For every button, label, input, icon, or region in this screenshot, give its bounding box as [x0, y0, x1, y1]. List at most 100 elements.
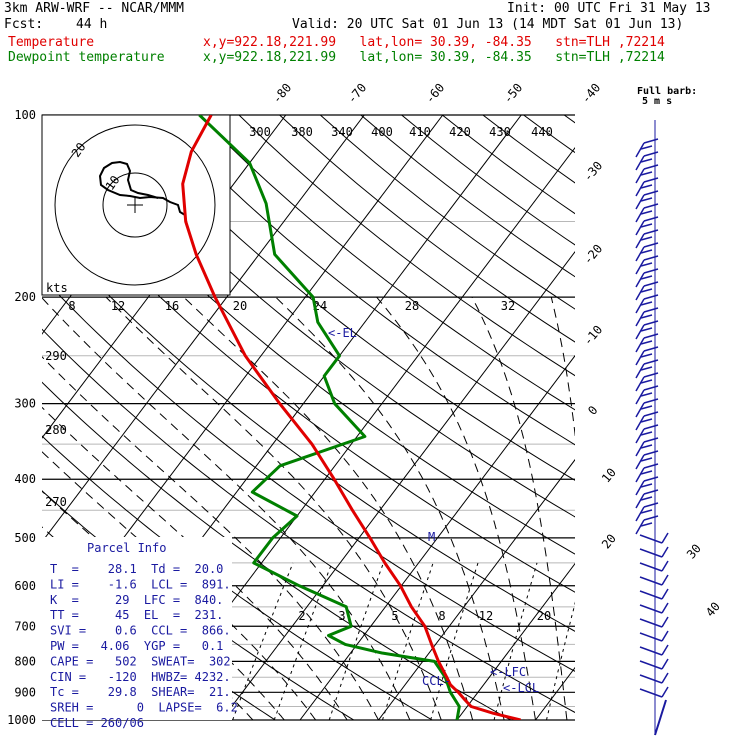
- wind-barb: [635, 281, 659, 301]
- wind-barb: [635, 450, 659, 470]
- mixing-ratio-label: 16: [165, 299, 179, 313]
- wind-barb: [635, 411, 659, 431]
- theta-label: 340: [331, 125, 353, 139]
- wind-barb-lower: [639, 574, 669, 586]
- wind-key-line1: Full barb:: [637, 86, 697, 97]
- wind-barb: [635, 164, 659, 184]
- mixing-ratio-line: [430, 562, 479, 720]
- dry-adiabat: [482, 115, 575, 184]
- wind-barb: [635, 242, 659, 262]
- parcel-info-row: K = 29 LFC = 840.: [50, 593, 223, 607]
- mixing-ratio-label: 12: [111, 299, 125, 313]
- hodograph-ring-20: [54, 124, 216, 286]
- mixing-ratio-low-label: 5: [391, 609, 398, 623]
- moist-adiabat: [42, 490, 285, 720]
- wind-barb-lower: [639, 630, 669, 642]
- pressure-label-900: 900: [14, 685, 36, 699]
- isotherm-label: 10: [599, 465, 619, 485]
- wind-barb: [635, 190, 659, 210]
- wind-barb-surface: [654, 699, 667, 736]
- wind-barb: [635, 346, 659, 366]
- wind-barb: [635, 463, 659, 483]
- dry-adiabat: [441, 115, 575, 215]
- wind-barb-lower: [639, 546, 669, 558]
- pressure-label-800: 800: [14, 654, 36, 668]
- isotherm-label: 20: [599, 531, 619, 551]
- dry-adiabat: [157, 115, 575, 446]
- dry-adiabat: [42, 328, 575, 713]
- level-markers: <-EL M <-LFC <-LCL CCL-: [328, 326, 539, 695]
- wind-barb: [635, 424, 659, 444]
- moist-adiabat: [42, 406, 348, 720]
- wind-barb-lower: [639, 672, 669, 684]
- wind-barb-lower: [639, 644, 669, 656]
- wind-barb: [635, 138, 659, 158]
- wind-barb: [635, 307, 659, 327]
- wind-barb: [635, 229, 659, 249]
- mixing-ratio-low-label: 8: [438, 609, 445, 623]
- moist-adiabat: [275, 296, 505, 720]
- mixing-ratio-line: [493, 562, 538, 720]
- parcel-info-row: SREH = 0 LAPSE= 6.2: [50, 701, 238, 715]
- parcel-info-row: SVI = 0.6 CCL = 866.: [50, 624, 231, 638]
- pressure-label-400: 400: [14, 472, 36, 486]
- model-title: 3km ARW-WRF -- NCAR/MMM: [4, 1, 185, 16]
- forecast-hour: 44 h: [76, 17, 108, 32]
- dewpoint-legend: Dewpoint temperature: [8, 50, 165, 65]
- dry-adiabat: [42, 121, 575, 555]
- hodograph-ring-label-20: 20: [69, 140, 89, 160]
- pressure-label-500: 500: [14, 531, 36, 545]
- dry-adiabat: [646, 115, 740, 720]
- parcel-info-row: Tc = 29.8 SHEAR= 21.: [50, 685, 231, 699]
- wind-barb: [635, 333, 659, 353]
- level-marker-lcl: <-LCL: [503, 681, 539, 695]
- init-time: Init: 00 UTC Fri 31 May 13: [507, 1, 711, 16]
- wind-barb: [635, 203, 659, 223]
- wind-barb-lower: [639, 602, 669, 614]
- wind-barb: [635, 294, 659, 314]
- theta-label: 410: [409, 125, 431, 139]
- temperature-trace: [181, 115, 521, 720]
- wind-barb-lower: [639, 658, 669, 670]
- parcel-info-panel: Parcel Info T = 28.1 Td = 20.0LI = -1.6 L…: [42, 537, 238, 730]
- moist-adiabat: [471, 296, 568, 720]
- dry-adiabat: [42, 224, 575, 632]
- parcel-info-row: CIN = -120 HWBZ= 4232.: [50, 670, 231, 684]
- dry-adiabat: [605, 115, 740, 720]
- mixing-ratio-label: 28: [405, 299, 419, 313]
- isotherm-label: 0: [585, 403, 600, 418]
- dry-adiabat: [42, 381, 512, 720]
- mixing-ratio-line: [546, 601, 575, 720]
- mixing-ratio-line: [273, 562, 333, 720]
- isotherm-label: -60: [423, 81, 448, 107]
- mixing-ratio-low-label: 3: [338, 609, 345, 623]
- moist-adiabat: [550, 296, 575, 439]
- mixing-ratio-label: 8: [68, 299, 75, 313]
- level-marker-m: M: [428, 530, 435, 544]
- dry-adiabat: [42, 173, 575, 593]
- temperature-station-info: x,y=922.18,221.99 lat,lon= 30.39, -84.35…: [203, 35, 665, 50]
- theta-label-left: 290: [45, 349, 67, 363]
- wind-barb: [635, 372, 659, 392]
- hodograph-units: kts: [46, 281, 68, 295]
- wind-barb: [635, 268, 659, 288]
- forecast-label: Fcst:: [4, 17, 44, 32]
- isotherm-label: -50: [501, 81, 526, 107]
- parcel-info-row: TT = 45 EL = 231.: [50, 608, 223, 622]
- wind-barb: [635, 177, 659, 197]
- isotherm: [456, 562, 575, 720]
- pressure-label-1000: 1000: [7, 713, 36, 727]
- wind-barb: [635, 255, 659, 275]
- isotherm-label: -30: [581, 159, 606, 185]
- pressure-label-200: 200: [14, 290, 36, 304]
- moist-adiabat: [105, 296, 442, 720]
- sounding-traces: [181, 115, 521, 720]
- wind-barb: [635, 320, 659, 340]
- parcel-info-row: T = 28.1 Td = 20.0: [50, 562, 223, 576]
- isotherm: [299, 354, 575, 720]
- isotherm: [693, 115, 740, 720]
- dry-adiabat: [116, 115, 575, 481]
- wind-barb-lower: [639, 616, 669, 628]
- wind-key: Full barb: 5 m s: [637, 86, 697, 107]
